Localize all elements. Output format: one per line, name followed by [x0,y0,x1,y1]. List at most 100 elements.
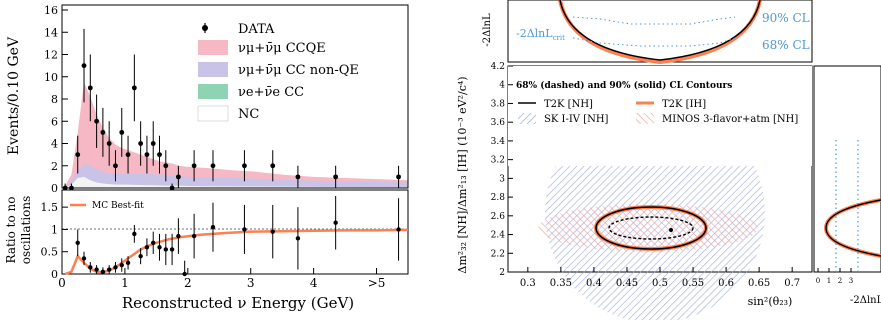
ratio-point [81,256,87,261]
ccqe-area [65,82,409,188]
top-legend: DATA νμ+ν̄μ CCQE νμ+ν̄μ CC non-QE νe+ν̄e… [197,22,359,122]
bottom-x-axis: 0 1 2 3 4 >5 [58,268,385,290]
bottom-y-tick-label: 1 [51,223,58,236]
legend-nc-label: NC [238,107,259,122]
top-y-tick-label: 0 [51,182,58,195]
bottom-x-tick-label: 0 [58,276,66,290]
data-point [270,163,276,169]
legend-nc: NC [197,105,259,122]
ratio-point [125,260,131,266]
data-point [150,141,156,146]
contour-title: 68% (dashed) and 90% (solid) CL Contours [516,80,732,91]
bottom-legend: MC Best-fit [70,201,144,211]
bottom-y-axis: 0 0.5 1 1.5 [41,201,68,281]
ratio-point [396,227,401,232]
data-point [106,141,112,146]
ratio-point [138,253,143,259]
ratio-point [132,231,137,237]
ratio-point [144,245,150,250]
top-y-tick-label: 2 [51,160,58,173]
chi2-panel-frame [507,0,813,63]
contour-panel: 68% (dashed) and 90% (solid) CL Contours… [456,62,813,320]
contour-x-tick-label: 0.5 [652,278,668,289]
data-point [119,129,125,135]
ratio-point [210,225,216,230]
bottom-x-tick-label: 4 [310,276,318,290]
cl90-curve [572,16,736,25]
contour-y-tick-label: 3.2 [491,156,505,166]
legend-sk: SK I-IV [NH] [544,114,609,125]
contour-x-tick-label: 0.45 [616,278,638,289]
side-x-label: -2ΔlnL [850,295,881,306]
contour-y-tick-label: 3 [499,174,505,184]
top-y-tick-label: 16 [44,4,58,17]
ratio-point [270,229,275,234]
ratio-point [163,247,168,252]
data-point [113,163,118,169]
best-fit-point [669,228,673,232]
contour-x-tick-label: 0.65 [748,278,770,289]
data-point [163,163,169,169]
contour-y-tick-label: 3.4 [491,137,506,147]
chi2-nh-curve [559,0,761,61]
bottom-x-tick-label: 1 [121,276,129,290]
bottom-panel-frame [61,189,409,275]
top-y-axis: 0 2 4 6 8 10 12 14 16 [44,4,68,195]
cl68-curve [572,37,736,47]
top-chi2-panel: -2ΔlnLcrit 90% CL 68% CL -2ΔlnL [482,0,813,65]
contour-x-label: sin²(θ₂₃) [748,295,793,308]
crit-annotation: -2ΔlnLcrit [516,27,565,42]
ratio-point [191,233,197,239]
data-point [191,163,197,169]
top-y-tick-label: 6 [51,115,58,128]
ratio-point [94,267,99,272]
contour-y-tick-label: 2.4 [491,231,506,241]
contour-y-tick-label: 4.2 [491,62,505,72]
legend-mask [508,66,812,166]
data-point [396,174,401,180]
legend-minos: MINOS 3-flavor+atm [NH] [662,114,798,125]
ratio-point [151,240,156,245]
right-figure: -2ΔlnLcrit 90% CL 68% CL -2ΔlnL [456,0,881,320]
legend-t2k-ih: T2K [IH] [662,99,706,110]
ratio-point [100,269,106,274]
chi2-ih-curve [558,0,762,65]
minos-contour [538,204,758,252]
ratio-point [119,262,124,268]
mc-legend-label: MC Best-fit [92,201,144,211]
data-point [81,63,87,69]
contour-x-axis: 0.3 0.35 0.4 0.45 0.5 0.55 0.6 0.65 0.7 [520,267,800,289]
ratio-point [113,265,118,270]
side-x-tick-label: 1 [827,277,831,285]
data-point [175,174,181,180]
contour-x-tick-label: 0.55 [682,278,704,289]
data-point [242,163,247,169]
contour-y-tick-label: 4 [499,81,505,91]
histogram-layer [65,82,409,188]
t2k-nh-68-contour [608,216,694,240]
ratio-point [169,247,175,252]
data-point [69,185,74,191]
ratio-point [242,227,247,232]
contour-y-label: Δm²₃₂ [NH]/Δm²₁₃ [IH] (10⁻³ eV²/c⁴) [456,76,469,273]
data-point [87,85,93,91]
data-point [157,152,162,158]
ratio-point [182,271,187,277]
contour-y-tick-label: 3.8 [491,99,506,109]
bottom-data-points [75,196,401,277]
data-point [295,174,301,180]
data-point [125,152,131,158]
legend-data-label: DATA [238,22,275,37]
legend-ccnonqe: νμ+ν̄μ CC non-QE [198,62,359,78]
top-y-tick-label: 12 [44,49,58,62]
contour-x-tick-label: 0.6 [718,278,734,289]
legend-nue: νe+ν̄e CC [198,84,304,100]
bottom-x-tick-label: 3 [247,276,255,290]
contour-x-tick-label: 0.4 [586,278,602,289]
ratio-point [157,245,162,250]
top-y-label: Events/0.10 GeV [6,36,22,155]
nc-area [65,176,409,188]
data-point [138,141,144,146]
bottom-x-tick-label: 2 [184,276,192,290]
